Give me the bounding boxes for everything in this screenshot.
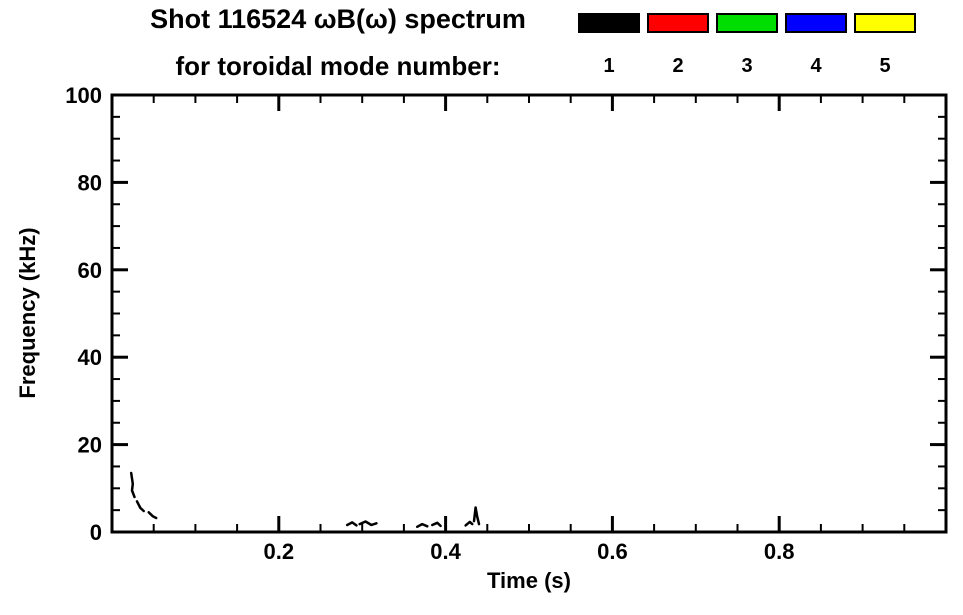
legend-swatch bbox=[716, 13, 778, 33]
legend-swatch bbox=[785, 13, 847, 33]
legend-number: 2 bbox=[672, 55, 684, 77]
legend-swatch bbox=[854, 13, 916, 33]
y-tick-label: 60 bbox=[78, 258, 102, 283]
data-mark bbox=[345, 521, 358, 527]
legend-number: 4 bbox=[810, 55, 822, 77]
legend-number: 3 bbox=[741, 55, 753, 77]
y-tick-label: 80 bbox=[78, 170, 102, 195]
data-mark bbox=[431, 521, 442, 528]
data-mark bbox=[147, 511, 158, 520]
y-axis-label: Frequency (kHz) bbox=[15, 227, 40, 399]
data-mark bbox=[472, 506, 481, 526]
plot-frame bbox=[110, 93, 948, 534]
plot-svg: 0.2 0.4 0.6 0.8 0 20 40 60 80 100 bbox=[65, 85, 948, 564]
x-tick-label: 0.4 bbox=[430, 539, 461, 564]
legend-number: 5 bbox=[879, 55, 891, 77]
x-tick-label: 0.6 bbox=[597, 539, 628, 564]
y-tick-label: 40 bbox=[78, 345, 102, 370]
legend-number: 1 bbox=[603, 55, 615, 77]
x-tick-label: 0.8 bbox=[764, 539, 795, 564]
chart-subtitle: for toroidal mode number: bbox=[175, 51, 501, 81]
legend-swatch bbox=[578, 13, 640, 33]
data-mark bbox=[464, 520, 474, 527]
y-tick-label: 100 bbox=[65, 85, 102, 108]
data-mark bbox=[129, 471, 136, 499]
x-axis-label: Time (s) bbox=[487, 568, 571, 593]
legend-swatches bbox=[578, 13, 916, 33]
legend-swatch bbox=[647, 13, 709, 33]
data-mark bbox=[358, 520, 378, 527]
y-tick-label: 20 bbox=[78, 433, 102, 458]
chart-title: Shot 116524 ωB(ω) spectrum bbox=[150, 4, 526, 34]
y-tick-label: 0 bbox=[90, 520, 102, 545]
data-mark bbox=[415, 522, 429, 529]
data-mark bbox=[135, 500, 145, 513]
x-tick-label: 0.2 bbox=[264, 539, 295, 564]
legend-numbers: 1 2 3 4 5 bbox=[578, 55, 916, 78]
